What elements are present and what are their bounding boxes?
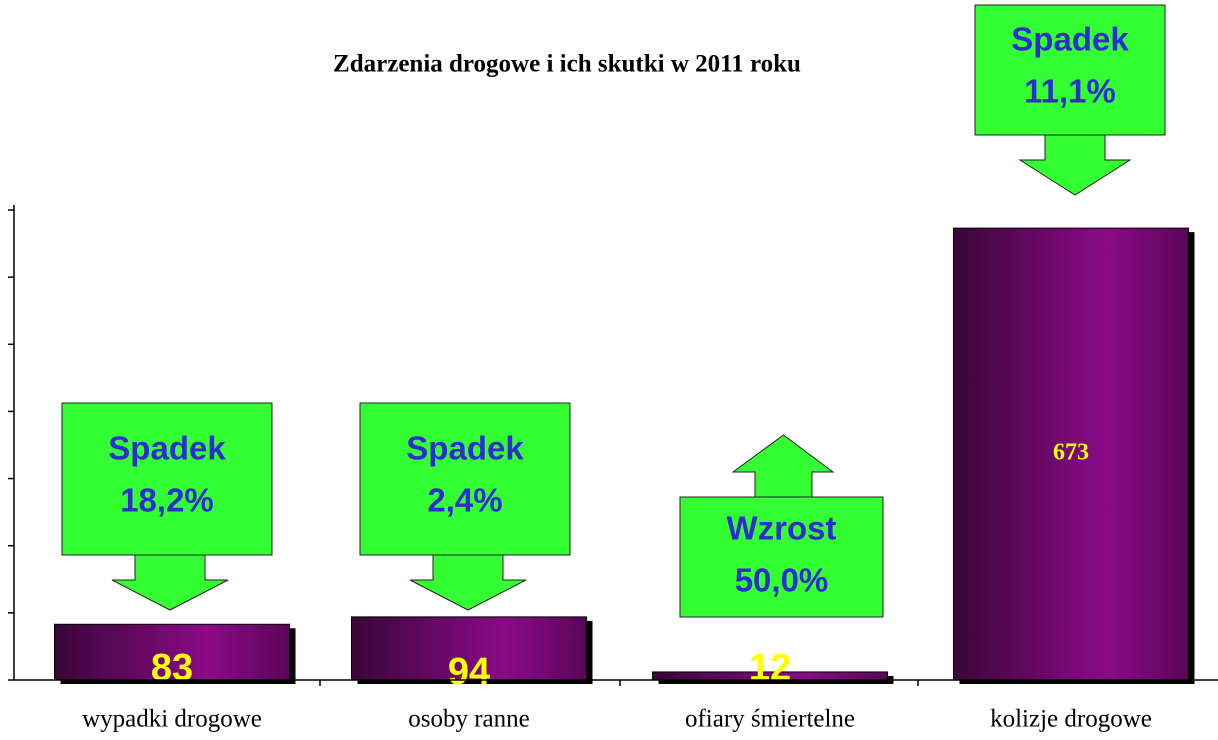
- callout-text: Spadek: [406, 430, 524, 467]
- value-label: 12: [749, 647, 791, 689]
- callout-text: 2,4%: [427, 482, 502, 519]
- callout-text: Spadek: [108, 430, 226, 467]
- bar: [351, 616, 587, 681]
- chart-title: Zdarzenia drogowe i ich skutki w 2011 ro…: [333, 51, 801, 78]
- x-tick-label: kolizje drogowe: [990, 706, 1152, 733]
- bar: [953, 227, 1189, 681]
- callout-box: [679, 496, 884, 618]
- value-label: 94: [448, 651, 490, 693]
- callout-box: [61, 402, 273, 556]
- callout-text: Spadek: [1011, 21, 1129, 58]
- callout-arrow: [409, 554, 527, 611]
- callout-text: 18,2%: [120, 482, 214, 519]
- x-tick-label: ofiary śmiertelne: [685, 706, 855, 733]
- callout-text: 50,0%: [735, 562, 829, 599]
- callout-box: [359, 402, 571, 556]
- bar: [54, 623, 290, 681]
- x-tick-label: wypadki drogowe: [82, 706, 262, 733]
- value-label: 673: [1053, 440, 1089, 466]
- callout-arrow: [111, 554, 229, 611]
- callout-arrow: [731, 434, 835, 498]
- callout-arrow: [1018, 134, 1132, 196]
- callout-box: [974, 4, 1166, 136]
- x-tick-label: osoby ranne: [408, 706, 530, 733]
- callout-text: 11,1%: [1024, 73, 1116, 110]
- value-label: 83: [151, 647, 193, 689]
- callout-text: Wzrost: [727, 510, 837, 547]
